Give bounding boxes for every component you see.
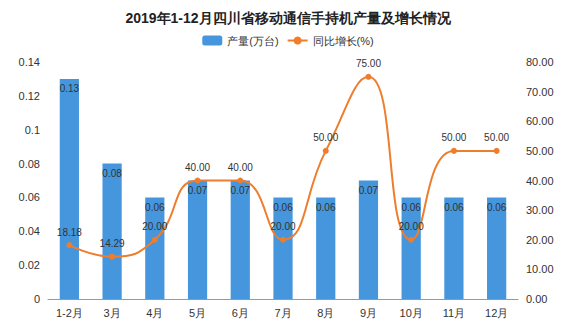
svg-text:20.00: 20.00: [270, 221, 295, 232]
svg-text:0.06: 0.06: [273, 202, 293, 213]
svg-text:0.12: 0.12: [19, 90, 40, 102]
svg-text:0.1: 0.1: [25, 124, 40, 136]
svg-text:50.00: 50.00: [526, 145, 554, 157]
svg-text:0.07: 0.07: [231, 185, 251, 196]
svg-text:0.02: 0.02: [19, 259, 40, 271]
svg-text:同比增长(%): 同比增长(%): [313, 35, 374, 47]
svg-text:11月: 11月: [443, 307, 465, 319]
svg-text:30.00: 30.00: [526, 204, 554, 216]
svg-text:0.08: 0.08: [19, 158, 40, 170]
svg-text:0.08: 0.08: [102, 168, 122, 179]
svg-text:5月: 5月: [189, 307, 206, 319]
svg-text:50.00: 50.00: [441, 132, 466, 143]
svg-text:10月: 10月: [400, 307, 423, 319]
svg-text:10.00: 10.00: [526, 263, 554, 275]
svg-text:14.29: 14.29: [100, 238, 125, 249]
svg-text:0.06: 0.06: [145, 202, 165, 213]
svg-text:40.00: 40.00: [526, 175, 554, 187]
svg-text:0.07: 0.07: [359, 185, 379, 196]
svg-text:75.00: 75.00: [356, 58, 381, 69]
svg-text:50.00: 50.00: [313, 132, 338, 143]
svg-text:50.00: 50.00: [484, 132, 509, 143]
svg-text:70.00: 70.00: [526, 86, 554, 98]
svg-text:1-2月: 1-2月: [56, 307, 83, 319]
svg-text:20.00: 20.00: [142, 221, 167, 232]
svg-text:12月: 12月: [485, 307, 508, 319]
svg-text:0.06: 0.06: [444, 202, 464, 213]
svg-text:0.00: 0.00: [526, 293, 547, 305]
svg-text:0.07: 0.07: [188, 185, 208, 196]
svg-text:0.06: 0.06: [401, 202, 421, 213]
svg-text:6月: 6月: [232, 307, 249, 319]
svg-text:0.06: 0.06: [19, 191, 40, 203]
svg-text:40.00: 40.00: [185, 162, 210, 173]
svg-text:2019年1-12月四川省移动通信手持机产量及增长情况: 2019年1-12月四川省移动通信手持机产量及增长情况: [125, 10, 451, 26]
svg-text:60.00: 60.00: [526, 115, 554, 127]
svg-text:7月: 7月: [274, 307, 291, 319]
svg-text:0.06: 0.06: [316, 202, 336, 213]
svg-text:20.00: 20.00: [399, 221, 424, 232]
svg-text:0.14: 0.14: [19, 56, 40, 68]
svg-text:3月: 3月: [104, 307, 121, 319]
svg-text:0.06: 0.06: [487, 202, 507, 213]
svg-text:80.00: 80.00: [526, 56, 554, 68]
svg-text:产量(万台): 产量(万台): [227, 35, 278, 47]
svg-text:0.13: 0.13: [60, 83, 80, 94]
svg-text:0.04: 0.04: [19, 225, 40, 237]
svg-text:40.00: 40.00: [228, 162, 253, 173]
svg-text:0: 0: [34, 293, 40, 305]
svg-text:18.18: 18.18: [57, 227, 82, 238]
svg-text:9月: 9月: [360, 307, 377, 319]
svg-text:4月: 4月: [146, 307, 163, 319]
svg-text:20.00: 20.00: [526, 234, 554, 246]
svg-text:8月: 8月: [317, 307, 334, 319]
